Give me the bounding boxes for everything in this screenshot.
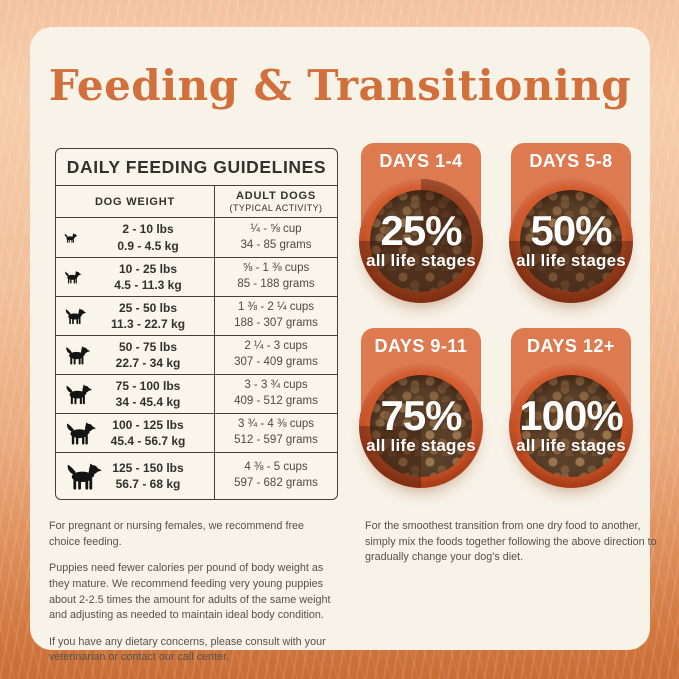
weight-range: 25 - 50 lbs 11.3 - 22.7 kg: [110, 300, 186, 331]
dog-weight-cell: 100 - 125 lbs 45.4 - 56.7 kg: [56, 414, 214, 452]
weight-range: 75 - 100 lbs 34 - 45.4 kg: [115, 378, 181, 409]
dog-weight-cell: 50 - 75 lbs 22.7 - 34 kg: [56, 336, 214, 374]
table-row: 75 - 100 lbs 34 - 45.4 kg 3 - 3 ¾ cups 4…: [56, 374, 337, 413]
life-stages-label: all life stages: [516, 251, 626, 271]
kibble-bowl: 50% all life stages: [509, 179, 633, 303]
percent-label: 50%: [530, 206, 612, 254]
kibble-texture: [370, 190, 472, 292]
kibble-texture: [520, 375, 622, 477]
notes-right: For the smoothest transition from one dr…: [365, 519, 657, 566]
table-row: 2 - 10 lbs 0.9 - 4.5 kg ¼ - ⅝ cup 34 - 8…: [56, 218, 337, 257]
dog-weight-cell: 10 - 25 lbs 4.5 - 11.3 kg: [56, 258, 214, 296]
dog-weight-cell: 125 - 150 lbs 56.7 - 68 kg: [56, 453, 214, 499]
column-header-dog-weight: DOG WEIGHT: [94, 195, 176, 208]
days-label: DAYS 12+: [527, 336, 615, 356]
dog-icon: [63, 383, 93, 405]
weight-range: 10 - 25 lbs 4.5 - 11.3 kg: [114, 261, 182, 292]
note-paragraph: For the smoothest transition from one dr…: [365, 520, 657, 564]
percent-label: 100%: [519, 391, 623, 439]
dog-weight-cell: 75 - 100 lbs 34 - 45.4 kg: [56, 375, 214, 413]
feeding-guidelines-table: DAILY FEEDING GUIDELINES DOG WEIGHT ADUL…: [55, 148, 338, 500]
dog-icon: [63, 232, 78, 243]
kibble-bowl: 75% all life stages: [359, 364, 483, 488]
dog-icon: [63, 462, 103, 491]
note-paragraph: Puppies need fewer calories per pound of…: [49, 562, 331, 622]
page-title: Feeding & Transitioning: [48, 61, 632, 110]
transition-step: DAYS 12+ 100% all life stages: [500, 328, 642, 488]
mix-ratio-shade: [359, 179, 483, 303]
table-row: 25 - 50 lbs 11.3 - 22.7 kg 1 ⅜ - 2 ¼ cup…: [56, 296, 337, 335]
dog-icon: [63, 270, 82, 284]
column-header-adult-dogs: ADULT DOGS (TYPICAL ACTIVITY): [214, 186, 337, 217]
days-label: DAYS 9-11: [374, 336, 468, 356]
table-row: 10 - 25 lbs 4.5 - 11.3 kg ⅝ - 1 ⅜ cups 8…: [56, 257, 337, 296]
kibble-bowl: 25% all life stages: [359, 179, 483, 303]
feeding-amount-cell: 3 ¾ - 4 ⅜ cups 512 - 597 grams: [214, 414, 337, 452]
feeding-amount-cell: ¼ - ⅝ cup 34 - 85 grams: [214, 218, 337, 257]
note-paragraph: If you have any dietary concerns, please…: [49, 635, 326, 664]
days-label: DAYS 1-4: [379, 151, 463, 171]
percent-label: 75%: [380, 391, 462, 439]
dog-icon: [63, 307, 87, 325]
transition-step: DAYS 1-4 25% all life stages: [350, 143, 492, 303]
feeding-amount-cell: ⅝ - 1 ⅜ cups 85 - 188 grams: [214, 258, 337, 296]
life-stages-label: all life stages: [516, 436, 626, 456]
weight-range: 50 - 75 lbs 22.7 - 34 kg: [115, 339, 181, 370]
dog-icon: [63, 345, 91, 365]
percent-label: 25%: [380, 206, 462, 254]
life-stages-label: all life stages: [366, 436, 476, 456]
mix-ratio-shade: [509, 179, 633, 303]
table-row: 125 - 150 lbs 56.7 - 68 kg 4 ⅜ - 5 cups …: [56, 452, 337, 499]
mix-ratio-text: 50% all life stages: [509, 179, 633, 303]
transition-step: DAYS 5-8 50% all life stages: [500, 143, 642, 303]
mix-ratio-text: 75% all life stages: [359, 364, 483, 488]
kibble-texture: [370, 375, 472, 477]
weight-range: 100 - 125 lbs 45.4 - 56.7 kg: [110, 417, 186, 448]
mix-ratio-shade: [509, 364, 633, 488]
weight-range: 125 - 150 lbs 56.7 - 68 kg: [112, 460, 184, 491]
weight-range: 2 - 10 lbs 0.9 - 4.5 kg: [117, 222, 179, 253]
table-row: 50 - 75 lbs 22.7 - 34 kg 2 ¼ - 3 cups 30…: [56, 335, 337, 374]
table-row: 100 - 125 lbs 45.4 - 56.7 kg 3 ¾ - 4 ⅜ c…: [56, 413, 337, 452]
feeding-amount-cell: 3 - 3 ¾ cups 409 - 512 grams: [214, 375, 337, 413]
kibble-texture: [520, 190, 622, 292]
life-stages-label: all life stages: [366, 251, 476, 271]
feeding-amount-cell: 2 ¼ - 3 cups 307 - 409 grams: [214, 336, 337, 374]
info-card: Feeding & Transitioning DAILY FEEDING GU…: [30, 27, 657, 663]
mix-ratio-text: 100% all life stages: [509, 364, 633, 488]
table-body: 2 - 10 lbs 0.9 - 4.5 kg ¼ - ⅝ cup 34 - 8…: [56, 218, 337, 499]
dog-weight-cell: 25 - 50 lbs 11.3 - 22.7 kg: [56, 297, 214, 335]
dog-icon: [63, 421, 97, 445]
kibble-bowl: 100% all life stages: [509, 364, 633, 488]
feeding-amount-cell: 4 ⅜ - 5 cups 597 - 682 grams: [214, 453, 337, 499]
transition-step: DAYS 9-11 75% all life stages: [350, 328, 492, 488]
mix-ratio-shade: [359, 364, 483, 488]
table-header: DOG WEIGHT ADULT DOGS (TYPICAL ACTIVITY): [56, 186, 337, 218]
mix-ratio-text: 25% all life stages: [359, 179, 483, 303]
notes-left: For pregnant or nursing females, we reco…: [49, 519, 337, 666]
feeding-amount-cell: 1 ⅜ - 2 ¼ cups 188 - 307 grams: [214, 297, 337, 335]
dog-weight-cell: 2 - 10 lbs 0.9 - 4.5 kg: [56, 218, 214, 257]
table-title: DAILY FEEDING GUIDELINES: [56, 149, 337, 186]
days-label: DAYS 5-8: [529, 151, 613, 171]
note-paragraph: For pregnant or nursing females, we reco…: [49, 520, 305, 548]
transition-bowl-grid: DAYS 1-4 25% all life stages DAYS 5-8: [350, 143, 642, 488]
